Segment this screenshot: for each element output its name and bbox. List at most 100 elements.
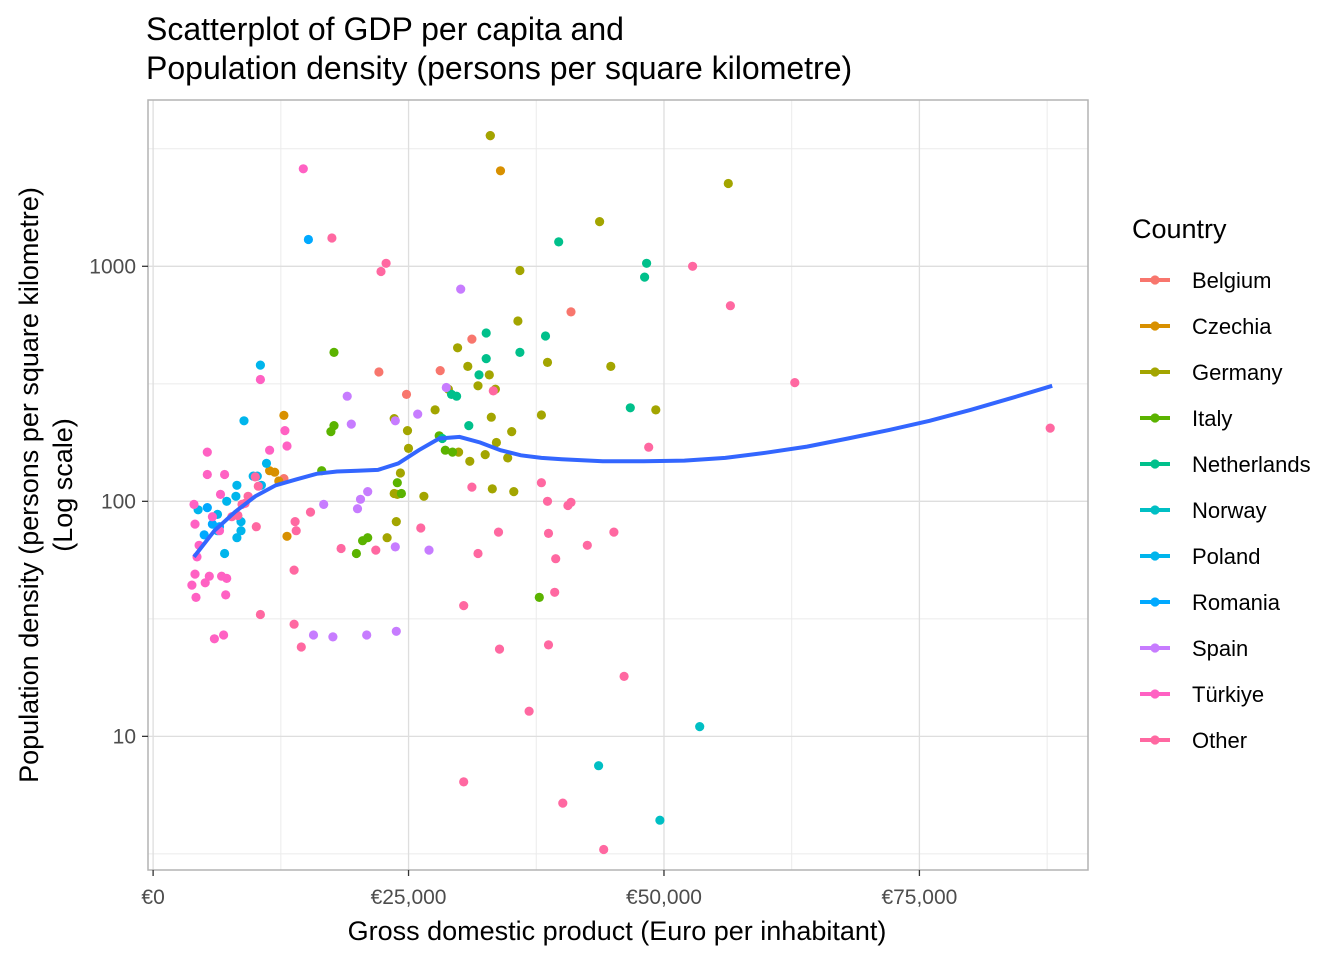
point-germany (453, 343, 463, 353)
point-t-rkiye (204, 571, 214, 581)
point-italy (329, 347, 339, 357)
point-norway (655, 815, 665, 825)
point-other (467, 482, 477, 492)
legend-key-point (1150, 275, 1160, 285)
point-t-rkiye (222, 573, 232, 584)
point-italy (396, 488, 406, 499)
point-other (599, 844, 609, 855)
y-tick-label: 1000 (89, 255, 136, 278)
point-poland (232, 533, 242, 543)
point-other (558, 798, 568, 808)
point-other (543, 640, 554, 650)
point-other (416, 523, 426, 533)
point-netherlands (481, 328, 491, 338)
legend-label: Netherlands (1192, 452, 1311, 477)
point-italy (351, 548, 361, 559)
point-spain (390, 542, 400, 552)
point-italy (440, 445, 450, 455)
point-poland (220, 548, 230, 559)
point-t-rkiye (298, 164, 308, 174)
point-germany (513, 316, 523, 326)
legend-item-italy: Italy (1140, 406, 1232, 431)
legend-label: Italy (1192, 406, 1232, 431)
point-other (255, 609, 265, 620)
point-germany (723, 178, 733, 189)
point-belgium (401, 389, 412, 399)
point-netherlands (464, 421, 474, 431)
point-spain (390, 416, 400, 426)
point-t-rkiye (202, 469, 212, 480)
point-other (296, 642, 306, 652)
legend-key-point (1150, 505, 1160, 515)
legend-key-point (1150, 551, 1160, 561)
point-poland (231, 491, 241, 501)
legend-label: Spain (1192, 636, 1248, 661)
point-spain (342, 391, 352, 401)
legend-key-point (1150, 689, 1160, 699)
point-belgium (435, 366, 445, 376)
legend-label: Norway (1192, 498, 1267, 523)
point-other (551, 554, 561, 564)
point-other (253, 481, 263, 491)
legend-label: Türkiye (1192, 682, 1264, 707)
point-other (376, 266, 386, 277)
point-romania (207, 519, 217, 529)
point-spain (413, 409, 423, 419)
point-spain (308, 630, 319, 640)
point-germany (402, 426, 413, 436)
point-germany (480, 450, 490, 460)
point-other (493, 527, 504, 537)
y-tick-label: 10 (113, 725, 136, 748)
legend-key-point (1150, 367, 1160, 377)
point-netherlands (452, 391, 462, 401)
point-italy (392, 478, 402, 488)
point-germany (507, 427, 517, 437)
point-other (459, 601, 469, 611)
point-t-rkiye (207, 512, 217, 522)
legend-label: Other (1192, 728, 1247, 753)
point-other (473, 548, 483, 559)
point-belgium (566, 307, 576, 317)
point-other (251, 522, 261, 532)
legend-item-poland: Poland (1140, 544, 1261, 569)
point-spain (441, 382, 451, 393)
point-t-rkiye (202, 447, 212, 457)
point-t-rkiye (280, 426, 290, 436)
y-axis-title-line-1: Population density (persons per square k… (14, 187, 44, 783)
x-tick-label: €25,000 (371, 886, 447, 909)
point-other (550, 587, 560, 597)
point-other (336, 543, 346, 554)
legend-label: Romania (1192, 590, 1281, 615)
point-germany (487, 484, 497, 494)
plot-border (147, 99, 1089, 871)
point-other (381, 258, 391, 268)
point-other (725, 301, 736, 311)
y-axis-ticks: 10 100 1000 (89, 255, 148, 748)
point-netherlands (625, 403, 635, 413)
x-tick-label: €50,000 (626, 886, 702, 909)
point-netherlands (640, 272, 650, 282)
point-germany (382, 533, 392, 543)
point-other (582, 540, 592, 550)
x-axis-ticks: €0 €25,000 €50,000 €75,000 (141, 870, 957, 909)
point-spain (363, 487, 373, 497)
legend-item-netherlands: Netherlands (1140, 452, 1311, 477)
point-other (289, 565, 299, 575)
point-t-rkiye (215, 489, 226, 499)
point-t-rkiye (200, 578, 210, 588)
point-germany (515, 265, 525, 276)
point-czechia (279, 410, 289, 420)
point-other (609, 527, 619, 537)
point-other (494, 644, 505, 654)
legend-title: Country (1132, 214, 1227, 244)
point-belgium (374, 367, 384, 377)
point-other (305, 507, 316, 517)
point-germany (485, 131, 495, 141)
legend-item-germany: Germany (1140, 360, 1282, 385)
point-other (619, 671, 629, 682)
point-italy (326, 427, 336, 437)
point-poland (232, 480, 242, 490)
point-t-rkiye (220, 469, 230, 480)
point-netherlands (481, 354, 491, 364)
point-spain (328, 632, 338, 642)
